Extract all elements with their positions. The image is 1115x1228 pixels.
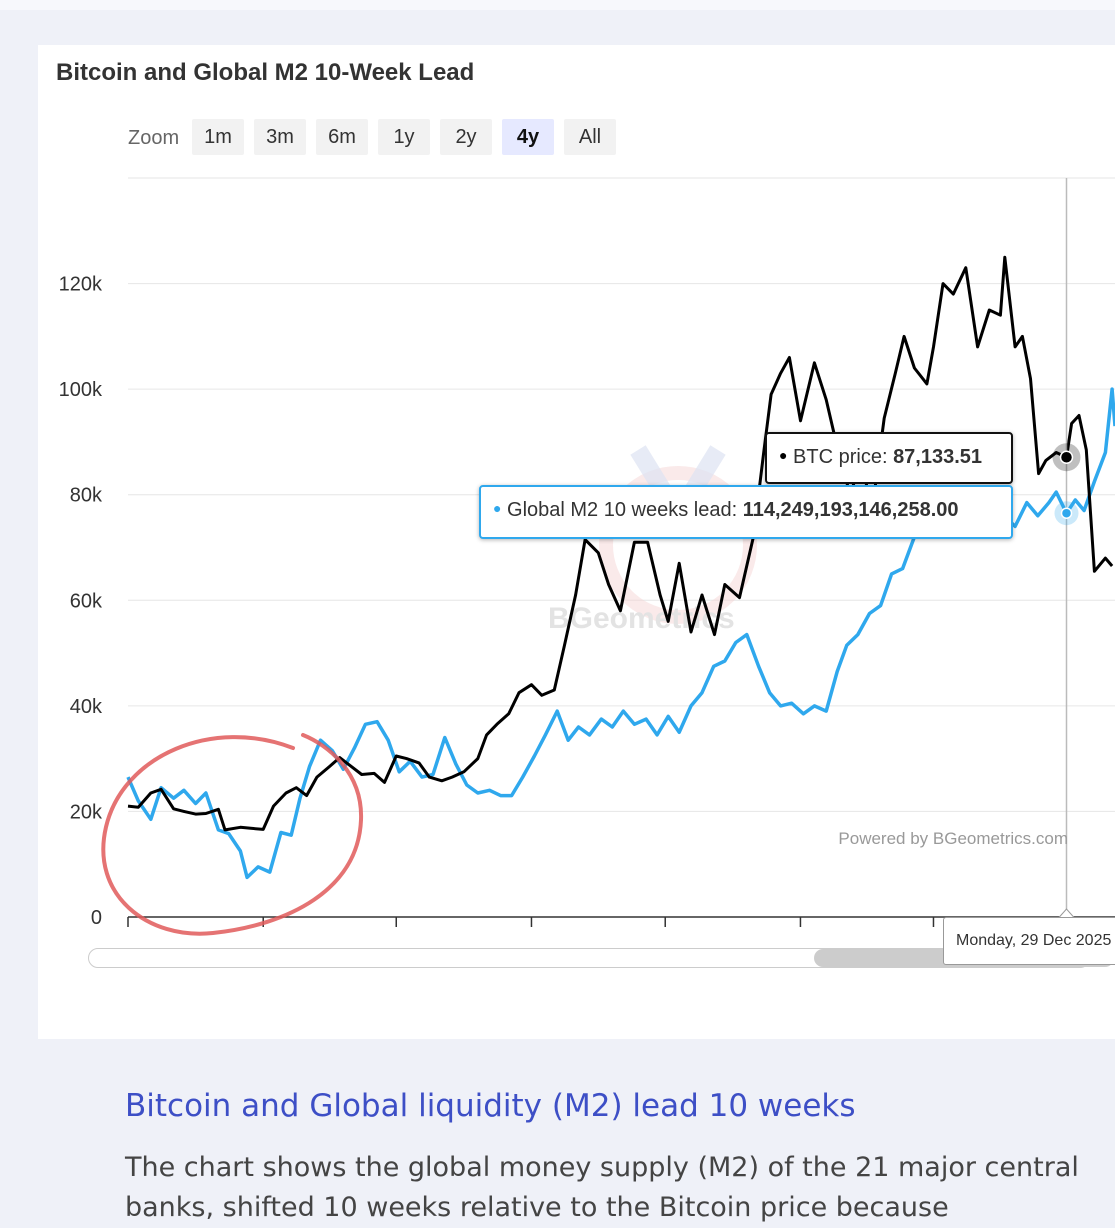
red-circle-annotation — [101, 733, 364, 936]
m2-dot-icon: ● — [493, 500, 502, 516]
y-tick-label: 80k — [70, 485, 103, 507]
zoom-button-2y[interactable]: 2y — [440, 119, 492, 155]
btc-price-line — [127, 255, 1114, 832]
hover-date-label: Monday, 29 Dec 2025 — [943, 917, 1115, 965]
hover-crosshair — [1052, 178, 1081, 919]
zoom-button-4y[interactable]: 4y — [502, 119, 554, 155]
credit-text: Powered by BGeometrics.com — [838, 829, 1068, 848]
y-tick-label: 40k — [70, 696, 103, 718]
tooltip-btc-label: BTC price: — [793, 446, 894, 468]
zoom-button-1m[interactable]: 1m — [192, 119, 244, 155]
article-heading: Bitcoin and Global liquidity (M2) lead 1… — [125, 1088, 856, 1124]
zoom-button-6m[interactable]: 6m — [316, 119, 368, 155]
tooltip-m2-label: Global M2 10 weeks lead: — [507, 499, 743, 521]
zoom-button-all[interactable]: All — [564, 119, 616, 155]
watermark-logo: BGeometrics — [548, 445, 757, 635]
watermark-text: BGeometrics — [548, 602, 735, 635]
tooltip-m2: ● Global M2 10 weeks lead: 114,249,193,1… — [479, 485, 1013, 539]
chart-title: Bitcoin and Global M2 10-Week Lead — [56, 59, 475, 86]
tooltip-btc: ● BTC price: 87,133.51 — [765, 432, 1013, 484]
series-lines — [126, 255, 1115, 880]
tooltip-btc-value: 87,133.51 — [893, 446, 983, 468]
y-tick-label: 100k — [59, 379, 103, 401]
y-tick-label: 60k — [70, 590, 103, 612]
m2-hover-marker — [1060, 507, 1073, 519]
zoom-button-3m[interactable]: 3m — [254, 119, 306, 155]
line-chart: BGeometrics 020k40k60k80k100k120kJul 202… — [59, 177, 1115, 968]
y-tick-label: 0 — [91, 907, 102, 929]
y-tick-label: 120k — [59, 274, 103, 296]
zoom-label: Zoom — [128, 127, 180, 149]
top-strip — [0, 0, 1115, 10]
btc-dot-icon: ● — [779, 447, 788, 463]
y-tick-label: 20k — [70, 801, 103, 823]
zoom-button-1y[interactable]: 1y — [378, 119, 430, 155]
btc-hover-marker — [1059, 450, 1074, 464]
tooltip-m2-value: 114,249,193,146,258.00 — [742, 499, 959, 521]
chart-card: Bitcoin and Global M2 10-Week Lead Zoom … — [38, 45, 1115, 1039]
article-text: The chart shows the global money supply … — [125, 1152, 1079, 1223]
